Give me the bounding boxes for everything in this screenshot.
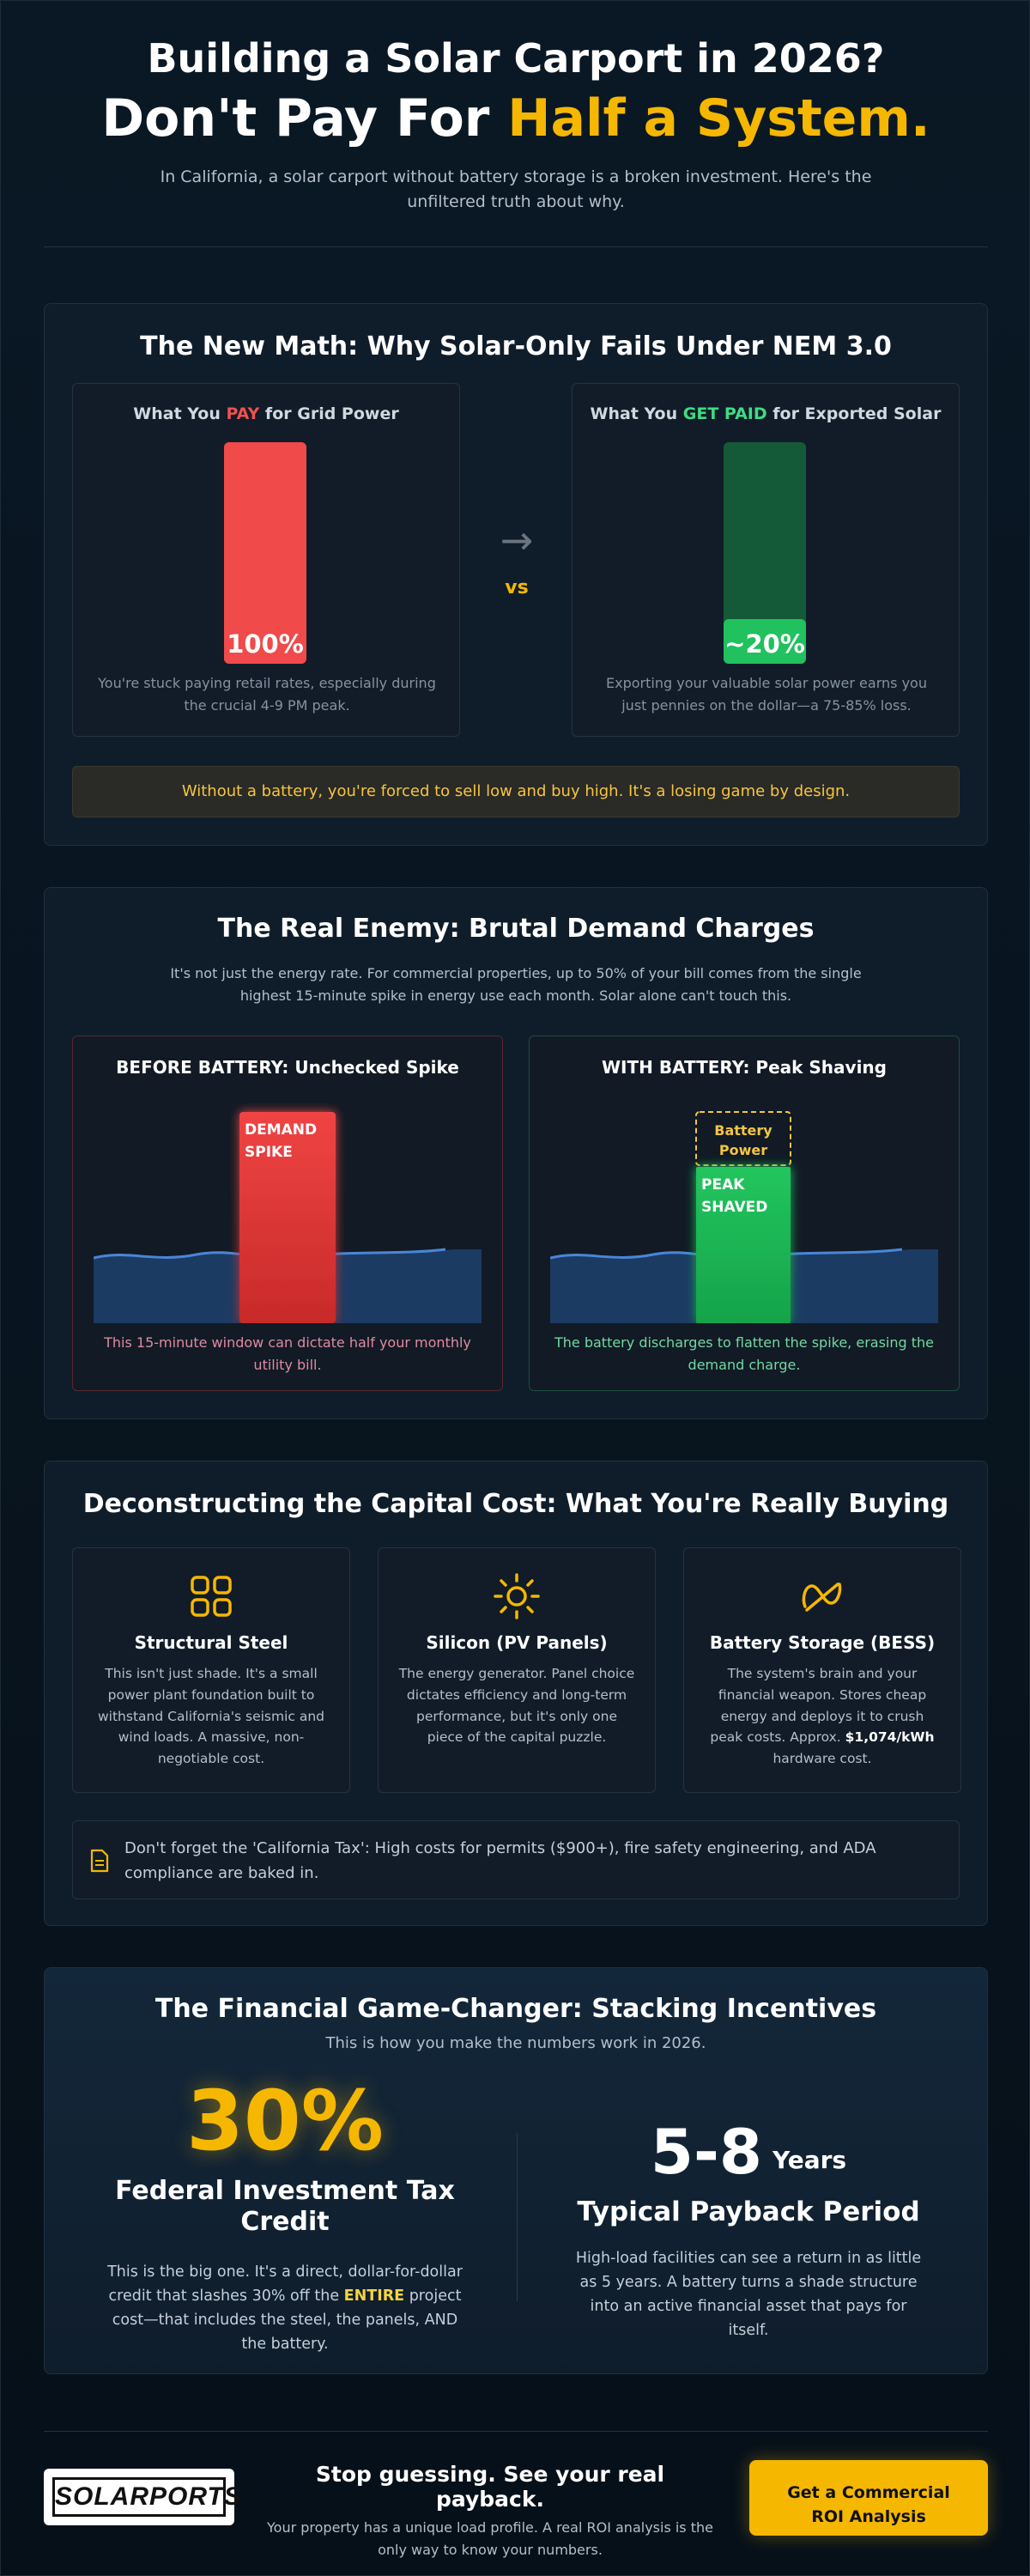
- demand-spike-illustration: DEMAND SPIKE: [94, 1112, 482, 1323]
- cost-card-battery: Battery Storage (BESS) The system's brai…: [683, 1547, 961, 1793]
- tax-credit-text-intro: This is the big one. It's a direct, doll…: [107, 2263, 463, 2305]
- section-title: The Real Enemy: Brutal Demand Charges: [217, 914, 815, 944]
- nem-section: The New Math: Why Solar-Only Fails Under…: [44, 303, 988, 846]
- grid-power-card: What You PAY for Grid Power 100% You're …: [72, 383, 460, 737]
- section-subtitle: It's not just the energy rate. For comme…: [170, 965, 862, 1004]
- hero-subtitle: In California, a solar carport without b…: [160, 167, 872, 211]
- card-note: This 15-minute window can dictate half y…: [104, 1334, 471, 1373]
- peak-label-line2: SHAVED: [701, 1199, 767, 1216]
- capital-cost-section: Deconstructing the Capital Cost: What Yo…: [44, 1461, 988, 1926]
- card-heading: BEFORE BATTERY: Unchecked Spike: [116, 1057, 459, 1078]
- arrow-right-icon: →: [500, 517, 534, 563]
- peak-shaved-bar: [696, 1167, 791, 1323]
- spike-label-line1: DEMAND: [245, 1121, 317, 1139]
- bar-value-label: ~20%: [724, 629, 805, 659]
- cta-subtitle: Your property has a unique load profile.…: [267, 2519, 713, 2558]
- bar-value-label: 100%: [227, 629, 304, 659]
- payback-years: 5-8: [650, 2116, 762, 2188]
- battery-label-line1: Battery: [714, 1122, 772, 1139]
- heading-prefix: What You: [590, 404, 683, 423]
- solarports-logo[interactable]: SOLARPORTS: [44, 2469, 241, 2525]
- card-text: The system's brain and your financial we…: [704, 1663, 941, 1770]
- spike-label-line2: SPIKE: [245, 1144, 293, 1161]
- button-label-line1: Get a Commercial: [787, 2482, 950, 2502]
- cta-title: Stop guessing. See your real payback.: [315, 2462, 665, 2512]
- card-title: Silicon (PV Panels): [426, 1632, 608, 1653]
- cost-card-steel: Structural Steel This isn't just shade. …: [72, 1547, 350, 1793]
- cost-card-pv-panels: Silicon (PV Panels) The energy generator…: [378, 1547, 656, 1793]
- peak-shaving-illustration: Battery Power PEAK SHAVED: [550, 1111, 938, 1323]
- hero: Building a Solar Carport in 2026? Don't …: [44, 35, 988, 214]
- card-heading: What You PAY for Grid Power: [73, 404, 459, 423]
- button-label-line2: ROI Analysis: [811, 2507, 926, 2526]
- heading-suffix: for Exported Solar: [766, 404, 942, 423]
- roi-analysis-button[interactable]: Get a Commercial ROI Analysis: [749, 2460, 988, 2536]
- tax-credit-value: 30%: [186, 2073, 384, 2169]
- grid-icon: [191, 1576, 232, 1617]
- card-note: The battery discharges to flatten the sp…: [554, 1334, 934, 1373]
- payback-label: Typical Payback Period: [577, 2196, 920, 2227]
- logo-text: SOLARPORTS: [52, 2477, 241, 2517]
- card-text-outro: hardware cost.: [772, 1751, 872, 1767]
- hero-divider: [44, 246, 988, 247]
- tax-credit-block: 30% Federal Investment Tax Credit This i…: [79, 2080, 491, 2356]
- card-text: The energy generator. Panel choice dicta…: [398, 1666, 635, 1746]
- card-text: This isn't just shade. It's a small powe…: [98, 1666, 324, 1767]
- divider: [517, 2133, 518, 2301]
- demand-section: The Real Enemy: Brutal Demand Charges It…: [44, 887, 988, 1419]
- hero-title: Building a Solar Carport in 2026?: [147, 35, 885, 82]
- cta-text-block: Stop guessing. See your real payback. Yo…: [258, 2462, 722, 2561]
- cost-per-kwh: $1,074/kWh: [845, 1729, 935, 1746]
- card-note: You're stuck paying retail rates, especi…: [98, 675, 436, 714]
- warning-banner: Without a battery, you're forced to sell…: [72, 766, 960, 817]
- sun-icon: [494, 1573, 540, 1619]
- payback-block: 5-8 Years Typical Payback Period High-loa…: [542, 2121, 954, 2342]
- footer-divider: [44, 2431, 988, 2432]
- heading-suffix: for Grid Power: [259, 404, 399, 423]
- tax-credit-highlight: ENTIRE: [343, 2287, 405, 2305]
- heading-prefix: What You: [133, 404, 227, 423]
- incentives-section: The Financial Game-Changer: Stacking Inc…: [44, 1967, 988, 2374]
- hero-headline: Don't Pay For Half a System.: [44, 88, 988, 149]
- hero-headline-prefix: Don't Pay For: [101, 88, 508, 149]
- before-battery-card: BEFORE BATTERY: Unchecked Spike DEMAND: [72, 1036, 503, 1391]
- tax-credit-text-outro: project cost—that includes the steel, th…: [112, 2287, 462, 2353]
- bar-fill: [724, 619, 806, 664]
- document-icon: [90, 1849, 109, 1873]
- payback-value: 5-8 Years: [542, 2121, 954, 2183]
- tax-credit-text: This is the big one. It's a direct, doll…: [100, 2260, 470, 2356]
- heading-accent: GET PAID: [682, 404, 767, 423]
- pay-bar: 100%: [224, 442, 306, 664]
- section-title: The Financial Game-Changer: Stacking Inc…: [154, 1994, 877, 2024]
- vs-label: vs: [505, 577, 529, 598]
- hero-headline-accent: Half a System.: [507, 88, 930, 149]
- card-title: Structural Steel: [134, 1632, 288, 1653]
- export-solar-card: What You GET PAID for Exported Solar ~20…: [572, 383, 960, 737]
- section-title: Deconstructing the Capital Cost: What Yo…: [82, 1489, 949, 1519]
- heading-accent: PAY: [226, 404, 260, 423]
- payback-text: High-load facilities can see a return in…: [575, 2250, 922, 2339]
- payback-unit: Years: [772, 2146, 847, 2174]
- battery-label-line2: Power: [719, 1142, 767, 1158]
- section-subtitle: This is how you make the numbers work in…: [325, 2034, 706, 2052]
- tax-note-text: Don't forget the 'California Tax': High …: [124, 1839, 876, 1882]
- card-note: Exporting your valuable solar power earn…: [606, 675, 927, 714]
- demand-spike-bar: [239, 1112, 336, 1323]
- california-tax-note: Don't forget the 'California Tax': High …: [72, 1820, 960, 1899]
- battery-icon: [802, 1583, 842, 1612]
- tax-credit-label: Federal Investment Tax Credit: [115, 2176, 455, 2237]
- with-battery-card: WITH BATTERY: Peak Shaving Battery P: [529, 1036, 960, 1391]
- card-heading: WITH BATTERY: Peak Shaving: [601, 1057, 887, 1078]
- card-heading: What You GET PAID for Exported Solar: [573, 404, 959, 423]
- section-title: The New Math: Why Solar-Only Fails Under…: [140, 331, 892, 361]
- card-title: Battery Storage (BESS): [709, 1632, 936, 1653]
- battery-power-box: [695, 1111, 791, 1166]
- paid-bar: ~20%: [724, 442, 806, 664]
- peak-label-line1: PEAK: [701, 1176, 745, 1194]
- bar-fill: [224, 442, 306, 664]
- card-text-intro: The system's brain and your financial we…: [710, 1666, 927, 1746]
